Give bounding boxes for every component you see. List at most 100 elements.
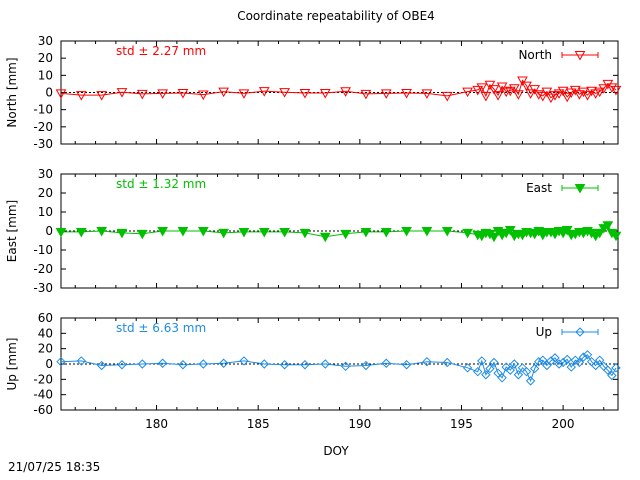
data-point: [218, 358, 229, 368]
panel-east: 30 20 10 0 -10 -20 -30 East [mm] std ± 1.32 mm Ea…: [5, 167, 622, 295]
data-point: [96, 360, 107, 371]
data-point: [485, 363, 495, 374]
y-tick-label: -20: [33, 120, 53, 134]
data-point: [570, 355, 581, 365]
std-label: std ± 1.32 mm: [116, 177, 206, 191]
y-tick-label: 20: [38, 186, 53, 200]
y-tick-label: -30: [33, 137, 53, 151]
data-point: [529, 363, 540, 374]
data-point: [553, 89, 565, 99]
data-point: [178, 360, 188, 370]
data-point: [76, 356, 87, 366]
y-tick-label: 0: [45, 224, 53, 238]
data-point: [96, 227, 108, 237]
y-tick-label: -10: [33, 103, 53, 117]
x-axis-label: DOY: [323, 444, 349, 458]
data-point: [492, 91, 504, 101]
data-point: [197, 90, 209, 101]
x-tick-label: 200: [552, 417, 575, 431]
data-point: [279, 360, 290, 370]
data-point: [218, 228, 229, 239]
data-point: [611, 363, 621, 373]
data-point: [422, 356, 432, 367]
data-point: [177, 89, 189, 99]
data-point: [607, 370, 617, 381]
data-point: [116, 88, 128, 98]
data-point: [497, 373, 507, 383]
data-point: [472, 85, 484, 96]
data-point: [582, 350, 593, 360]
y-tick-label: -30: [33, 281, 53, 295]
data-point: [610, 231, 622, 242]
data-point: [513, 90, 524, 100]
y-axis-label: Up [mm]: [5, 338, 19, 391]
data-point: [545, 93, 557, 104]
data-point: [380, 227, 392, 238]
data-point: [117, 360, 127, 370]
panels: 30 20 10 0 -10 -20 -30 North [mm] std ± 2.27 mm N…: [5, 34, 622, 417]
data-point: [299, 228, 311, 239]
data-point: [361, 360, 371, 371]
data-point: [603, 365, 613, 375]
data-point: [340, 87, 351, 97]
data-point: [480, 91, 492, 102]
data-point: [157, 358, 168, 368]
data-point: [259, 359, 269, 369]
data-point: [546, 356, 556, 366]
y-tick-label: 20: [38, 51, 53, 65]
data-point: [561, 226, 573, 236]
data-point: [239, 356, 249, 366]
data-point: [421, 89, 433, 99]
data-point: [300, 360, 310, 370]
data-point: [561, 92, 573, 103]
data-point: [401, 360, 412, 370]
y-tick-label: -10: [33, 243, 53, 257]
data-point: [534, 356, 544, 367]
y-tick-label: 60: [38, 311, 53, 325]
data-point: [319, 232, 331, 243]
data-point: [96, 91, 108, 101]
data-point: [594, 87, 606, 98]
data-point: [504, 86, 516, 97]
data-point: [340, 229, 351, 240]
data-point: [504, 226, 516, 236]
data-point: [421, 227, 433, 237]
std-label: std ± 2.27 mm: [116, 44, 206, 58]
chart-title: Coordinate repeatability of OBE4: [237, 9, 435, 23]
x-tick-label: 180: [145, 417, 168, 431]
data-point: [496, 82, 508, 93]
data-point: [177, 227, 189, 237]
data-point: [198, 359, 209, 369]
data-point: [320, 359, 330, 369]
data-point: [558, 357, 568, 368]
y-tick-label: 20: [38, 342, 53, 356]
data-point: [517, 76, 528, 87]
data-point: [606, 83, 618, 93]
data-point: [136, 229, 148, 240]
y-tick-label: -20: [33, 372, 53, 386]
footer-timestamp: 21/07/25 18:35: [8, 460, 101, 474]
data-point: [75, 227, 87, 238]
data-point: [488, 232, 500, 243]
data-point: [137, 359, 148, 369]
y-axis-label: East [mm]: [5, 200, 19, 262]
std-label: std ± 6.63 mm: [116, 321, 206, 335]
data-point: [562, 354, 572, 365]
data-point: [401, 227, 412, 237]
data-point: [582, 91, 593, 101]
data-point: [513, 370, 524, 380]
data-point: [594, 228, 606, 239]
data-point: [476, 83, 488, 93]
legend-marker: [575, 327, 585, 337]
legend-label: East: [526, 181, 552, 195]
data-point: [590, 360, 601, 371]
data-point: [602, 221, 614, 231]
data-point: [578, 87, 589, 98]
legend-label: North: [518, 48, 552, 62]
data-point: [557, 86, 569, 97]
data-point: [489, 357, 499, 368]
data-point: [55, 227, 67, 238]
data-point: [197, 227, 209, 237]
